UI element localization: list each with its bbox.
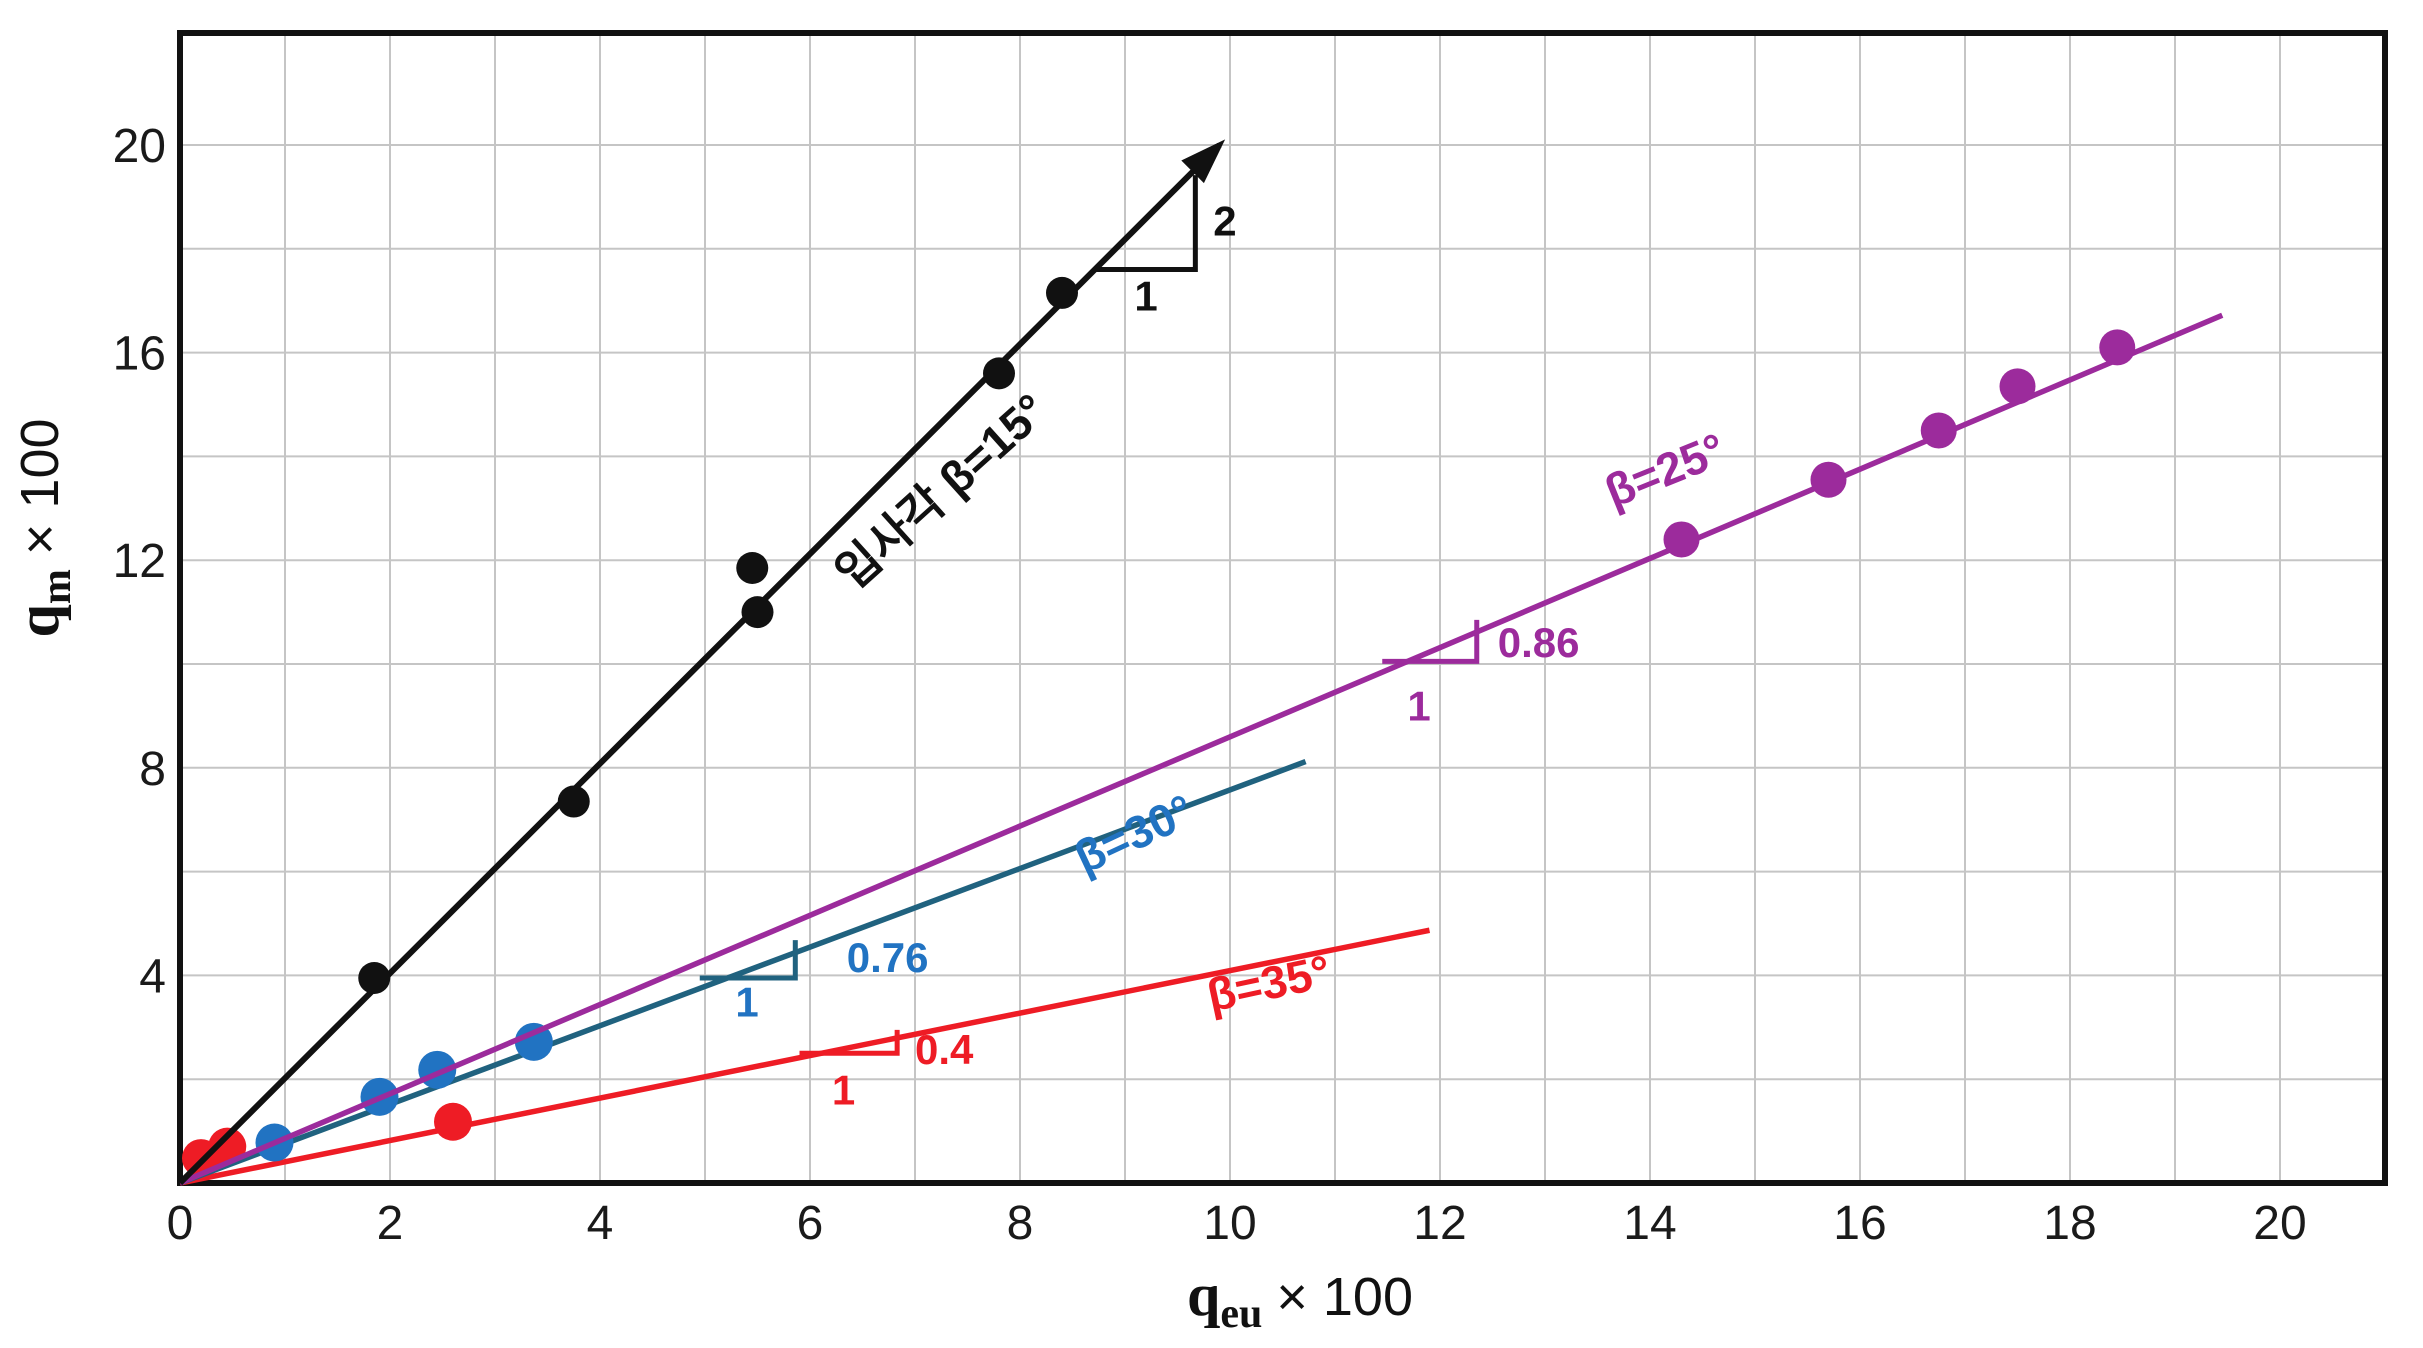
x-tick-label: 20 [2253,1197,2306,1250]
x-tick-label: 2 [377,1197,404,1250]
series-beta35-run-label: 1 [832,1067,855,1114]
series-beta15-point [736,551,769,584]
y-tick-label: 8 [139,743,166,796]
series-beta25-point [1663,521,1700,558]
series-beta25-run-label: 1 [1407,683,1430,730]
x-tick-label: 4 [587,1197,614,1250]
gridlines [180,33,2385,1183]
series-beta15-trendline [177,139,1226,1186]
series-beta25-point [1810,461,1847,498]
x-tick-label: 14 [1623,1197,1676,1250]
series-beta35-point [434,1102,472,1141]
x-tick-label: 8 [1007,1197,1034,1250]
x-tick-label: 0 [167,1197,194,1250]
series-beta15-rise-label: 2 [1213,197,1236,244]
x-axis-title-q: q [1187,1262,1220,1328]
series-beta30-slope-triangle [699,940,798,981]
x-tick-label: 16 [1833,1197,1886,1250]
series-beta25-rise-label: 0.86 [1498,619,1580,666]
x-tick-label: 6 [797,1197,824,1250]
series-beta15-point [557,785,590,818]
series-beta15-point [983,357,1015,390]
series-beta15-run-label: 1 [1134,273,1157,320]
x-tick-label: 18 [2043,1197,2096,1250]
x-axis-title: qeu × 100 [1187,1262,1413,1337]
x-axis-title-sub: eu [1220,1291,1262,1337]
y-axis-title-rest: × 100 [10,418,70,555]
series-beta25-point [1920,412,1957,449]
series-beta25-slope-triangle [1382,619,1480,664]
series-beta35-rise-label: 0.4 [915,1026,974,1073]
series-beta35-trendline [179,927,1431,1186]
x-axis-title-rest: × 100 [1276,1267,1413,1327]
plot-border [177,30,2388,1186]
y-tick-label: 12 [113,535,166,588]
series-beta15-point [1046,276,1078,309]
series-beta30-point [514,1022,553,1061]
y-axis-title: qm × 100 [5,418,80,637]
series-beta15-point [741,596,774,629]
y-axis-ticks: 4 8 12 16 20 [113,120,166,1003]
y-tick-label: 16 [113,328,166,381]
y-tick-label: 4 [139,950,166,1003]
series-beta30-run-label: 1 [735,978,758,1025]
series-beta25-point [1999,368,2036,405]
y-axis-title-sub: m [34,569,80,604]
series-beta15-point [358,961,391,994]
x-tick-label: 12 [1413,1197,1466,1250]
series-beta15-slope-triangle [1095,175,1198,273]
x-tick-label: 10 [1203,1197,1256,1250]
y-axis-title-q: q [5,604,71,637]
series-beta30-rise-label: 0.76 [847,934,929,981]
y-tick-label: 20 [113,120,166,173]
series-beta25-trendline [178,312,2224,1186]
x-axis-ticks: 0 2 4 6 8 10 12 14 16 18 20 [167,1197,2307,1250]
series-beta35-slope-triangle [799,1029,900,1056]
series-beta25-point [2099,329,2136,366]
series-beta30-trendline [179,758,1307,1186]
